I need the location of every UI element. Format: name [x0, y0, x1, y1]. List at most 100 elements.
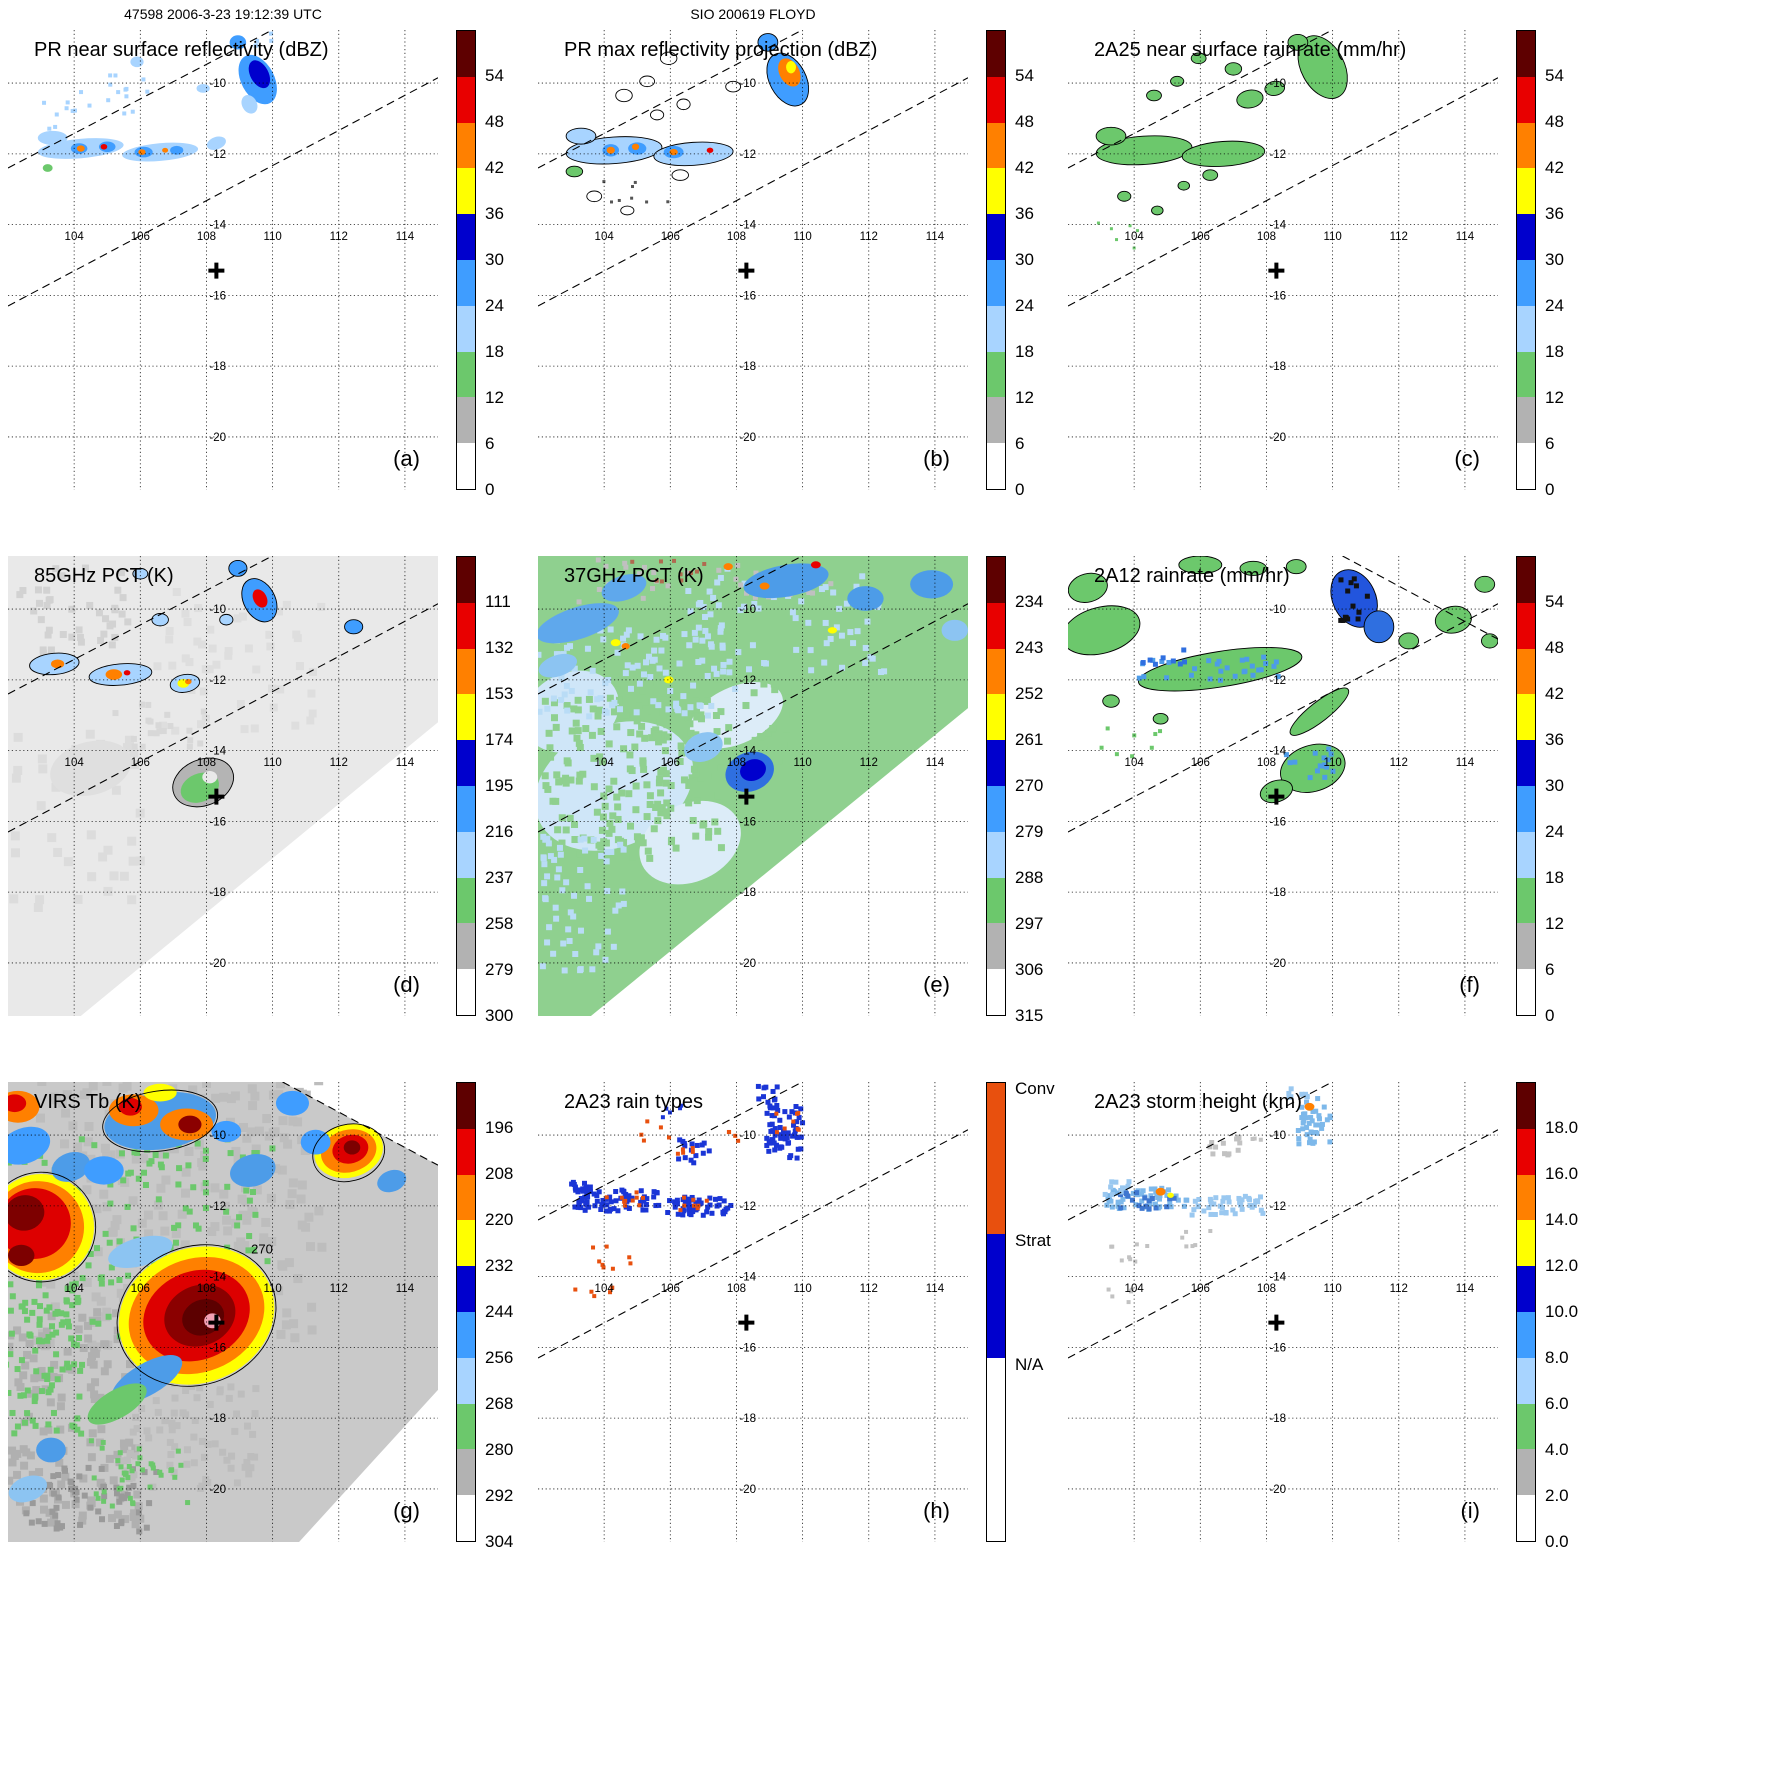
colorbar-segment — [1517, 31, 1535, 77]
colorbar-tick: 279 — [1015, 822, 1044, 841]
lon-tick-label: 106 — [661, 1283, 680, 1295]
colorbar-segment — [1517, 168, 1535, 215]
label-layer: 104 106 108 110 112 114 -10 -12 -14 -16 -18 -20 PR m… — [564, 39, 950, 471]
lat-tick-label: -10 — [739, 1130, 756, 1142]
lat-tick-label: -12 — [1269, 1201, 1286, 1213]
colorbar-segment — [457, 1357, 475, 1404]
colorbar-segment — [987, 923, 1005, 970]
lat-tick-label: -12 — [209, 675, 226, 687]
lat-tick-label: -12 — [209, 1201, 226, 1213]
colorbar-tick: 42 — [1015, 158, 1034, 177]
colorbar-tick: 220 — [485, 1210, 514, 1229]
panel-letter-i: (i) — [1460, 1498, 1480, 1523]
panel-title-d: 85GHz PCT (K) — [34, 565, 174, 587]
colorbar-segment — [987, 31, 1005, 77]
colorbar-segment — [1517, 923, 1535, 970]
colorbar-tick: 12 — [485, 388, 504, 407]
grid-layer — [8, 30, 438, 490]
map-b: 104 106 108 110 112 114 -10 -12 -14 -16 -18 -20 PR m… — [538, 30, 968, 490]
lon-tick-label: 114 — [926, 757, 945, 769]
colorbar-tick: 292 — [485, 1486, 514, 1505]
colorbar-segment — [987, 557, 1005, 603]
lat-tick-label: -14 — [209, 1272, 226, 1284]
colorbar-segment — [457, 1403, 475, 1450]
colorbar-tick: 54 — [1015, 66, 1034, 85]
lat-tick-label: -16 — [739, 1342, 756, 1354]
colorbar-tick: 216 — [485, 822, 514, 841]
colorbar-tick: 24 — [1545, 822, 1564, 841]
overpass-header: 47598 2006-3-23 19:12:39 UTC — [124, 6, 322, 22]
colorbar-segment — [987, 305, 1005, 352]
lat-tick-label: -14 — [209, 746, 226, 758]
map-i: 104 106 108 110 112 114 -10 -12 -14 -16 -18 -20 2A23… — [1068, 1082, 1498, 1542]
lat-tick-label: -16 — [739, 290, 756, 302]
colorbar-segment — [1517, 740, 1535, 786]
colorbar-tick: 18 — [1545, 868, 1564, 887]
lon-tick-label: 104 — [595, 757, 615, 769]
map-g: 270 104 106 108 110 112 114 -10 -12 -14 -16 -18 -20 V… — [8, 1082, 438, 1542]
colorbar-tick: 24 — [1015, 296, 1034, 315]
panel-letter-b: (b) — [923, 446, 950, 471]
lon-tick-label: 110 — [263, 757, 281, 769]
colorbar-a — [456, 30, 476, 490]
lat-tick-label: -20 — [1269, 1484, 1286, 1496]
data-layer: 270 — [8, 1082, 438, 1542]
colorbar-tick: 12 — [1545, 388, 1564, 407]
colorbar-tick: 195 — [485, 776, 514, 795]
panel-title-e: 37GHz PCT (K) — [564, 565, 704, 587]
colorbar-segment — [457, 969, 475, 1015]
colorbar-tick: 12.0 — [1545, 1256, 1579, 1275]
colorbar-tick: 258 — [485, 914, 514, 933]
lat-tick-label: -10 — [1269, 604, 1286, 616]
lon-tick-label: 112 — [860, 231, 878, 243]
storm-header: SIO 200619 FLOYD — [690, 6, 816, 22]
lon-tick-label: 104 — [595, 1283, 615, 1295]
colorbar-segment — [987, 1083, 1005, 1235]
lat-tick-label: -14 — [1269, 1272, 1286, 1284]
colorbar-tick: 8.0 — [1545, 1348, 1569, 1367]
lon-tick-label: 104 — [1125, 757, 1145, 769]
colorbar-tick: 48 — [1015, 112, 1034, 131]
colorbar-tick: 244 — [485, 1302, 514, 1321]
lon-tick-label: 106 — [1191, 1283, 1210, 1295]
colorbar-e — [986, 556, 1006, 1016]
lon-tick-label: 114 — [1456, 757, 1475, 769]
lat-tick-label: -20 — [739, 1484, 756, 1496]
lat-tick-label: -10 — [739, 78, 756, 90]
map-h: 104 106 108 110 112 114 -10 -12 -14 -16 -18 -20 2A23… — [538, 1082, 968, 1542]
panel-title-h: 2A23 rain types — [564, 1091, 703, 1113]
lat-tick-label: -18 — [1269, 887, 1286, 899]
colorbar-tick: 30 — [1015, 250, 1034, 269]
lon-tick-label: 110 — [793, 757, 811, 769]
colorbar-segment — [457, 1266, 475, 1312]
colorbar-segment — [987, 694, 1005, 741]
colorbar-tick: 0 — [1015, 480, 1025, 499]
lon-tick-label: 112 — [860, 1283, 878, 1295]
colorbar-tick: 30 — [1545, 250, 1564, 269]
lon-tick-label: 108 — [1257, 1283, 1276, 1295]
colorbar-segment — [987, 740, 1005, 786]
lon-tick-label: 112 — [1390, 231, 1408, 243]
lon-tick-label: 104 — [65, 1283, 85, 1295]
colorbar-segment — [987, 785, 1005, 832]
colorbar-segment — [457, 831, 475, 878]
colorbar-tick: 6 — [485, 434, 495, 453]
lat-tick-label: -18 — [209, 887, 226, 899]
lat-tick-label: -10 — [1269, 1130, 1286, 1142]
colorbar-tick: 237 — [485, 868, 514, 887]
lon-tick-label: 114 — [1456, 1283, 1475, 1295]
lat-tick-label: -18 — [1269, 1413, 1286, 1425]
colorbar-tick: 153 — [485, 684, 514, 703]
grid-layer — [8, 556, 438, 1016]
colorbar-tick: 256 — [485, 1348, 514, 1367]
lat-tick-label: -20 — [1269, 432, 1286, 444]
data-layer — [538, 556, 968, 1016]
colorbar-tick: 18 — [1015, 342, 1034, 361]
lat-tick-label: -10 — [209, 1130, 226, 1142]
colorbar-segment — [457, 168, 475, 215]
lat-tick-label: -14 — [739, 220, 756, 232]
colorbar-tick: 315 — [1015, 1006, 1044, 1025]
colorbar-tick: 36 — [1015, 204, 1034, 223]
colorbar-segment — [1517, 305, 1535, 352]
lat-tick-label: -10 — [739, 604, 756, 616]
